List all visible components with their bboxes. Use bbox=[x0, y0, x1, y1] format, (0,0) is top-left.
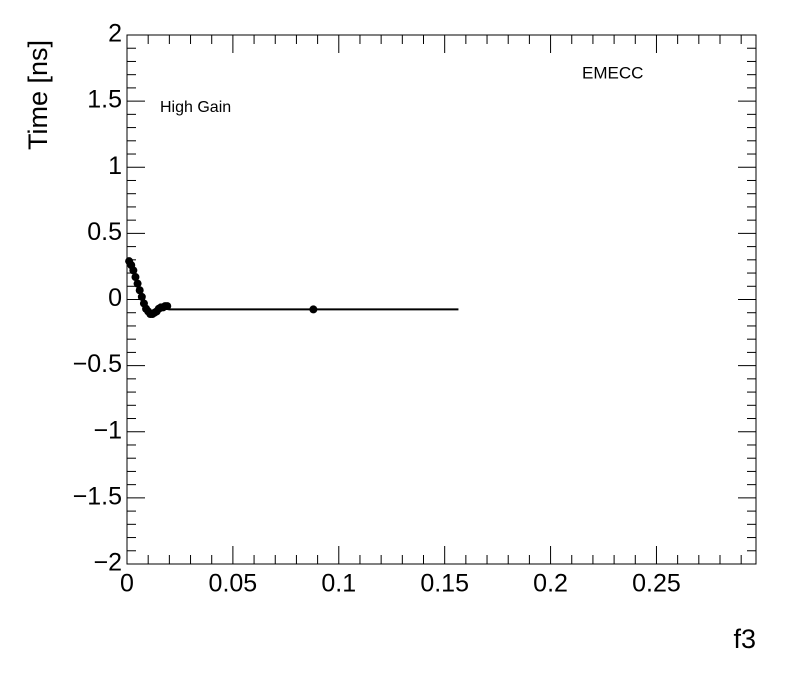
y-tick-label: 1 bbox=[108, 152, 122, 180]
y-tick-label: 0 bbox=[108, 284, 122, 312]
point bbox=[163, 302, 172, 311]
y-tick-label: 0.5 bbox=[87, 218, 122, 246]
y-tick-label: −1 bbox=[93, 416, 122, 444]
y-tick-label: 1.5 bbox=[87, 86, 122, 114]
point bbox=[133, 279, 142, 288]
point bbox=[131, 273, 140, 282]
y-tick-label: −0.5 bbox=[73, 350, 122, 378]
x-tick-label: 0.05 bbox=[209, 570, 258, 598]
y-tick-label: −1.5 bbox=[73, 482, 122, 510]
annotation: EMECC bbox=[582, 63, 643, 82]
y-axis-label: Time [ns] bbox=[23, 40, 53, 150]
x-tick-label: 0.2 bbox=[533, 570, 568, 598]
y-tick-label: 2 bbox=[108, 20, 122, 48]
point bbox=[137, 292, 146, 301]
x-axis-label: f3 bbox=[733, 624, 756, 654]
x-tick-label: 0 bbox=[120, 570, 134, 598]
point bbox=[309, 305, 318, 314]
point bbox=[129, 266, 138, 275]
y-tick-label: −2 bbox=[93, 549, 122, 577]
point bbox=[135, 286, 144, 295]
x-tick-label: 0.1 bbox=[321, 570, 356, 598]
x-tick-label: 0.15 bbox=[420, 570, 469, 598]
x-tick-label: 0.25 bbox=[632, 570, 681, 598]
annotation: High Gain bbox=[160, 99, 231, 116]
